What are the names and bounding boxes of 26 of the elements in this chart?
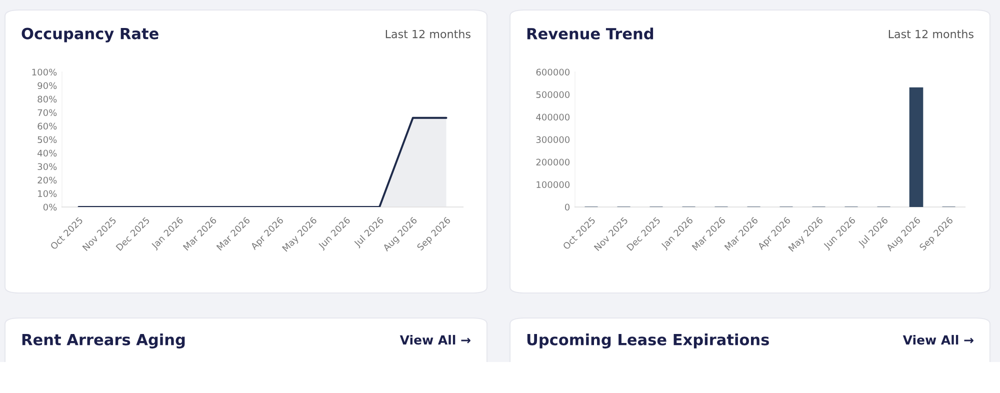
y-tick-label: 200000	[536, 158, 570, 166]
y-tick-label: 90%	[38, 82, 57, 90]
y-tick-label: 600000	[536, 68, 570, 76]
text: View All →	[902, 334, 974, 345]
y-tick-label: 60%	[38, 122, 57, 130]
y-tick-label: 70%	[38, 109, 57, 116]
y-tick-label: 300000	[536, 136, 570, 144]
y-tick-label: 20%	[38, 176, 57, 184]
text: View All →	[400, 334, 470, 345]
y-tick-label: 400000	[536, 114, 570, 121]
chart-subtitle: Last 12 months	[888, 30, 974, 38]
chart-title: Occupancy Rate	[22, 28, 158, 42]
y-tick-label: 40%	[38, 150, 57, 157]
y-tick-label: 30%	[38, 163, 57, 170]
chart-title: Revenue Trend	[527, 28, 654, 40]
y-tick-label: 80%	[38, 96, 57, 103]
y-tick-label: 100%	[32, 68, 57, 76]
y-tick-label: 10%	[38, 190, 57, 198]
y-tick-label: 0%	[43, 204, 57, 211]
y-tick-label: 0	[564, 204, 570, 211]
text: Upcoming Lease Expirations	[527, 334, 769, 348]
text: Rent Arrears Aging	[22, 334, 185, 348]
chart-subtitle: Last 12 months	[386, 30, 470, 38]
y-tick-label: 50%	[38, 136, 57, 144]
y-tick-label: 500000	[536, 91, 570, 98]
y-tick-label: 100000	[536, 181, 570, 188]
